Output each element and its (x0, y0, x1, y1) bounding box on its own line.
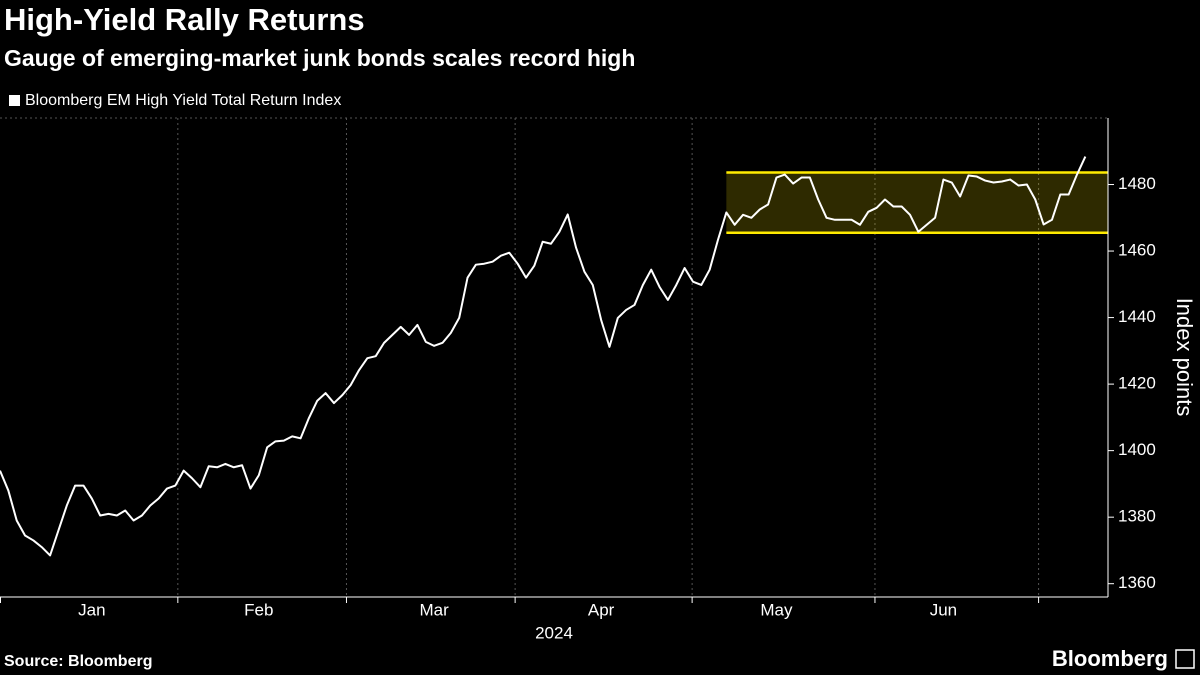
y-tick-label: 1440 (1118, 307, 1156, 326)
series-line (0, 156, 1087, 557)
y-tick-label: 1420 (1118, 374, 1156, 393)
y-tick-label: 1460 (1118, 241, 1156, 260)
x-tick-label: Jan (78, 600, 105, 619)
source: Source: Bloomberg (4, 653, 152, 670)
y-tick-label: 1360 (1118, 573, 1156, 592)
highlight-band (726, 172, 1108, 233)
y-axis-label: Index points (1172, 298, 1197, 417)
brand: Bloomberg (1052, 646, 1168, 671)
brand-icon (1175, 649, 1195, 669)
chart-subtitle: Gauge of emerging-market junk bonds scal… (4, 45, 635, 71)
legend-label: Bloomberg EM High Yield Total Return Ind… (25, 92, 341, 109)
x-axis-label: 2024 (535, 623, 573, 642)
x-tick-label: Apr (588, 600, 615, 619)
x-tick-label: Feb (244, 600, 273, 619)
x-tick-label: May (760, 600, 793, 619)
y-tick-label: 1480 (1118, 174, 1156, 193)
y-tick-label: 1380 (1118, 507, 1156, 526)
y-tick-label: 1400 (1118, 440, 1156, 459)
chart-title: High-Yield Rally Returns (4, 2, 365, 37)
x-tick-label: Jun (930, 600, 957, 619)
x-tick-label: Mar (419, 600, 449, 619)
legend-swatch (9, 95, 20, 106)
